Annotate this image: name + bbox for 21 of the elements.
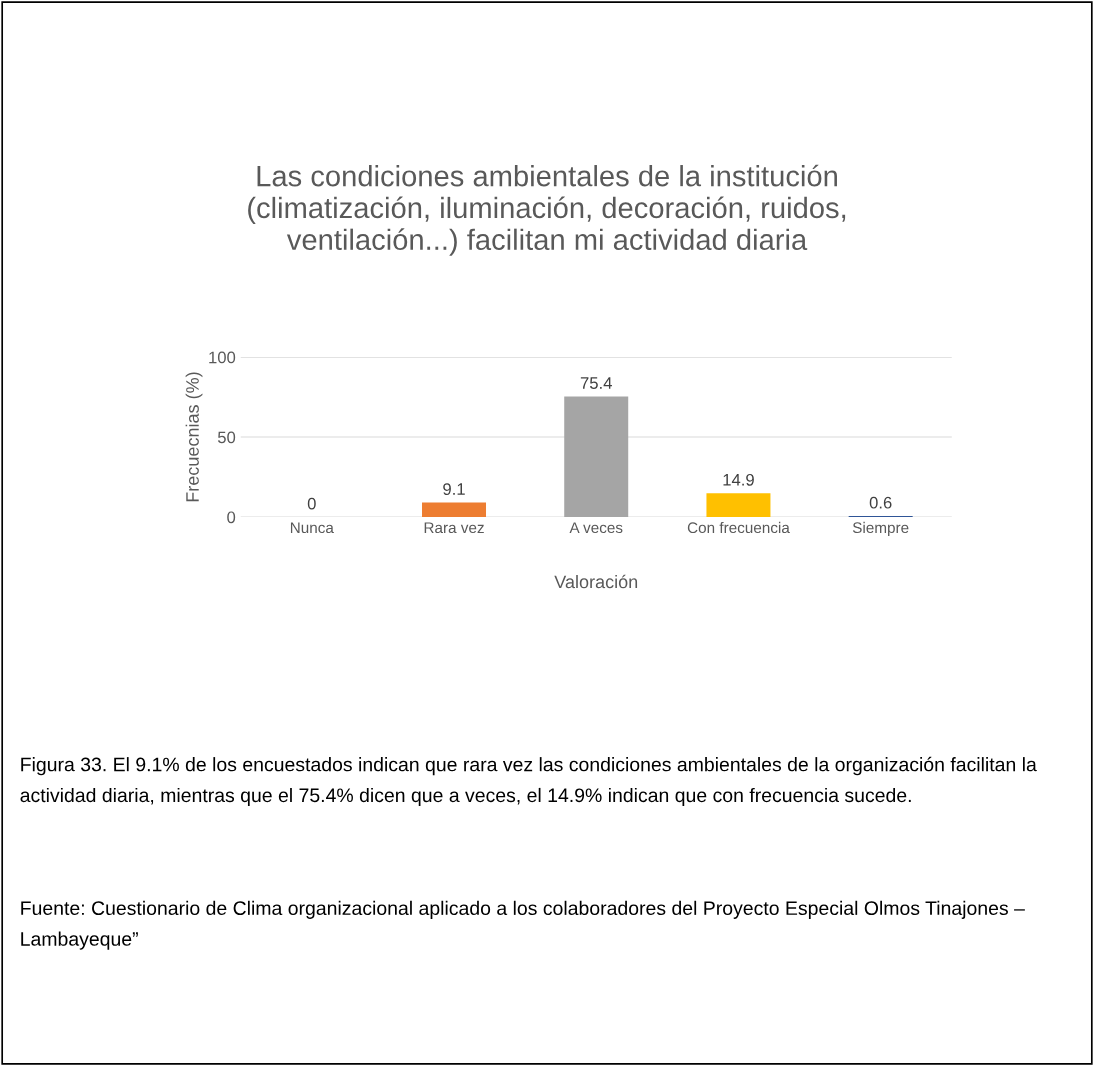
source-note: Fuente: Cuestionario de Clima organizacional aplicado a los colaboradores del Proyecto Especial Olmos Tinajones – Lambayeque” bbox=[21, 900, 1025, 950]
data-label: 0 bbox=[307, 497, 316, 510]
x-tick-label: Siempre bbox=[852, 521, 909, 537]
bar bbox=[706, 493, 771, 518]
data-label: 0.6 bbox=[869, 496, 892, 509]
x-tick-label: Con frecuencia bbox=[687, 521, 790, 534]
y-tick-label: 0 bbox=[227, 511, 236, 524]
x-tick-label: Rara vez bbox=[424, 522, 484, 534]
data-label: 9.1 bbox=[443, 483, 465, 495]
data-label: 75.4 bbox=[580, 377, 612, 389]
y-tick-label: 100 bbox=[209, 351, 236, 364]
y-tick-label: 50 bbox=[217, 431, 236, 444]
x-axis-title: Valoración bbox=[554, 574, 638, 589]
x-tick-label: A veces bbox=[569, 522, 623, 534]
bar bbox=[564, 396, 629, 518]
text: Figura 33. El 9.1% de los encuestados indican que rara vez las condiciones ambientales de la organización facilitan la actividad diaria, mientras que el 75.4% dicen que a veces, el 14.9% indican que con frecuencia sucede. bbox=[20, 756, 1037, 807]
chart-title: Las condiciones ambientales de la institución (climatización, iluminación, decoración, ruidos, ventilación...) facilitan mi actividad diaria bbox=[248, 164, 846, 256]
bar bbox=[422, 502, 487, 518]
y-axis-title: Frecuecnias (%) bbox=[185, 372, 203, 502]
x-tick-label: Nunca bbox=[290, 522, 334, 534]
data-label: 14.9 bbox=[723, 473, 754, 486]
